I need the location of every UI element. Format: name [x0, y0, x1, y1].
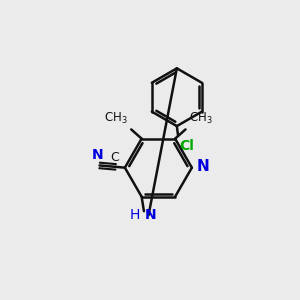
- Text: CH$_3$: CH$_3$: [104, 111, 128, 126]
- Text: N: N: [197, 159, 210, 174]
- Text: N: N: [144, 208, 156, 222]
- Text: CH$_3$: CH$_3$: [189, 111, 213, 126]
- Text: H: H: [130, 208, 140, 222]
- Text: C: C: [110, 151, 119, 164]
- Text: N: N: [92, 148, 103, 162]
- Text: Cl: Cl: [179, 139, 194, 153]
